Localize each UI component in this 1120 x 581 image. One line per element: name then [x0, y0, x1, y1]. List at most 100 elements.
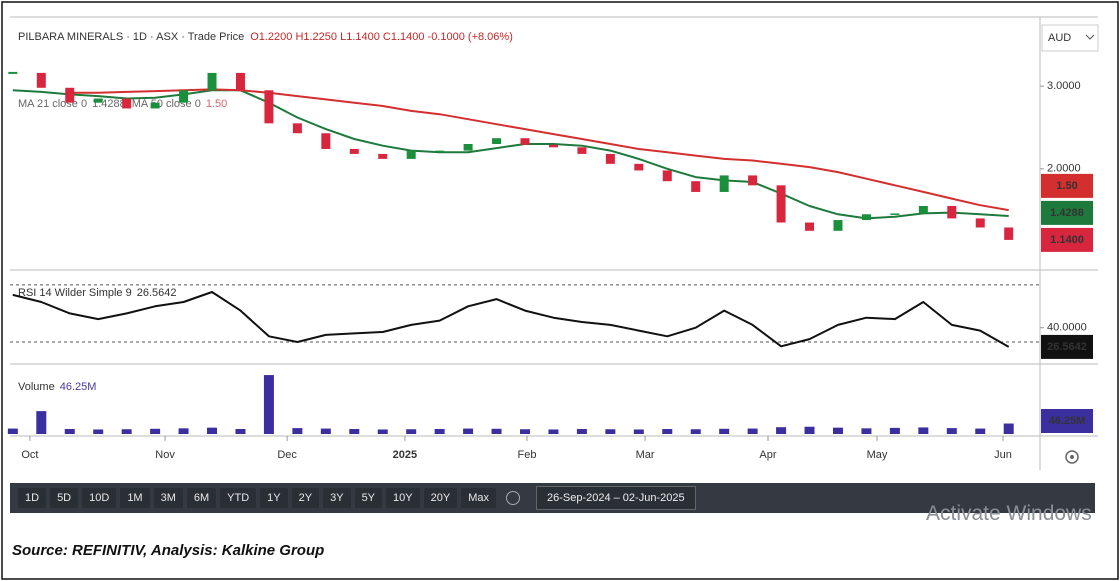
range-button[interactable]: 3Y — [323, 488, 351, 508]
candle — [36, 72, 46, 88]
candle — [65, 87, 75, 103]
volume-bar — [804, 426, 815, 434]
range-button[interactable]: 2Y — [291, 488, 320, 508]
volume-bar — [377, 429, 388, 434]
range-button[interactable]: 20Y — [423, 488, 458, 508]
volume-bar — [207, 427, 218, 434]
candle — [321, 133, 331, 149]
date-range[interactable]: 26-Sep-2024 – 02-Jun-2025 — [535, 486, 696, 510]
header-title: PILBARA MINERALS · 1D · ASX · Trade Pric… — [18, 31, 244, 43]
currency[interactable]: AUD — [1048, 32, 1071, 44]
volume-bar — [747, 428, 758, 434]
range-button[interactable]: 6M — [186, 488, 217, 508]
volume-bar — [320, 428, 331, 434]
candle — [691, 181, 701, 192]
x-tick-label: Apr — [759, 449, 776, 461]
candle — [179, 90, 189, 103]
range-button[interactable]: Max — [461, 488, 496, 508]
volume-bar — [150, 428, 161, 434]
price-box — [1041, 227, 1093, 252]
x-tick-label: Jun — [994, 449, 1012, 461]
candle — [634, 163, 644, 171]
candle — [492, 138, 502, 144]
candle — [861, 214, 871, 221]
volume-bar — [178, 428, 189, 434]
range-button[interactable]: 10Y — [386, 488, 420, 508]
legend-value: 1.50 — [206, 98, 227, 110]
header-quote: O1.2200 H1.2250 L1.1400 C1.1400 -0.1000 … — [250, 31, 513, 43]
range-button[interactable]: 1Y — [260, 488, 288, 508]
volume-bar — [832, 427, 843, 434]
range-button[interactable]: 10D — [82, 488, 117, 508]
candle — [918, 206, 928, 214]
volume-bar — [64, 429, 75, 434]
volume-bar — [918, 427, 929, 434]
candle — [122, 98, 132, 109]
ma-line — [12, 89, 1009, 220]
range-button[interactable]: 5D — [50, 488, 79, 508]
candle — [605, 153, 615, 164]
range-icon[interactable] — [505, 491, 520, 505]
volume-bar — [406, 429, 417, 434]
x-tick-label: Mar — [636, 449, 655, 461]
x-tick-label: Nov — [155, 449, 175, 461]
candle — [264, 90, 274, 124]
settings-icon-dot — [1070, 455, 1074, 459]
candle — [776, 185, 786, 223]
volume-bar — [548, 429, 559, 434]
volume-bar — [434, 429, 445, 434]
volume-bar — [1003, 423, 1014, 434]
range-button[interactable]: YTD — [220, 488, 257, 508]
range-button[interactable]: 1M — [120, 488, 150, 508]
volume-bar — [889, 427, 900, 434]
volume-bar — [463, 428, 474, 434]
volume-bar — [776, 427, 787, 434]
candle — [150, 102, 160, 109]
legend-name: MA 21 close 0 — [18, 98, 87, 110]
settings-icon[interactable] — [1065, 450, 1079, 464]
legend-value: 46.25M — [60, 381, 97, 393]
volume-bar — [520, 429, 530, 434]
candle — [833, 220, 843, 231]
volume-bar — [605, 429, 616, 434]
x-tick-label: Oct — [21, 449, 38, 461]
candle — [406, 150, 416, 159]
price-box-label: 1.1400 — [1050, 234, 1084, 246]
volume-bar — [861, 428, 872, 434]
range-button[interactable]: 3M — [153, 488, 183, 508]
candle — [292, 123, 302, 134]
volume-bar — [576, 429, 587, 434]
ma-line — [69, 88, 1009, 212]
source: Source: REFINITIV, Analysis: Kalkine Gro… — [12, 542, 325, 559]
legend-name: Volume — [18, 381, 55, 393]
volume-bar — [975, 428, 986, 434]
volume-bar — [7, 428, 18, 434]
range-button[interactable]: 1D — [18, 488, 47, 508]
candle — [349, 148, 359, 154]
volume-bar — [93, 429, 104, 434]
chevron — [1085, 34, 1095, 40]
range-button[interactable]: 5Y — [354, 488, 383, 508]
y-tick-label: 3.0000 — [1047, 80, 1081, 92]
rsi-box-label: 26.5642 — [1047, 341, 1087, 353]
volume-bar — [292, 428, 303, 434]
volume-bar — [662, 429, 673, 434]
volume-bar — [491, 428, 502, 434]
candle — [8, 71, 18, 74]
candle — [748, 175, 758, 186]
candle — [207, 72, 217, 91]
volume-bar — [719, 428, 730, 434]
volume-bar — [121, 429, 132, 434]
watermark: Activate Windows — [926, 502, 1092, 525]
volume-box-label: 46.25M — [1049, 415, 1086, 427]
volume-bar — [633, 429, 644, 434]
volume-box — [1041, 409, 1093, 433]
candle — [378, 153, 388, 159]
volume-bar — [235, 429, 246, 434]
price-box-label: 1.50 — [1056, 180, 1077, 192]
price-box — [1041, 200, 1093, 225]
candle — [548, 144, 558, 148]
